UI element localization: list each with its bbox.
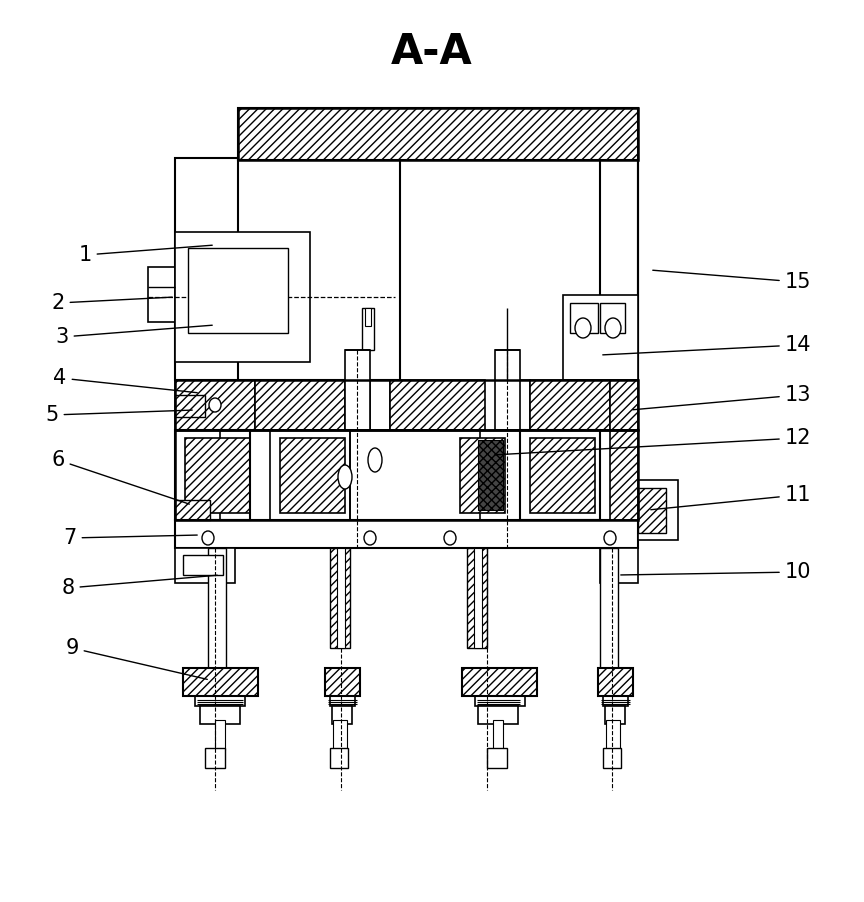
Bar	[200, 706, 240, 724]
Bar	[598, 668, 633, 696]
Text: 7: 7	[63, 528, 197, 548]
Bar	[530, 438, 595, 513]
Bar	[365, 308, 371, 326]
Bar	[183, 668, 258, 696]
Bar	[175, 430, 250, 520]
Ellipse shape	[605, 318, 621, 338]
Bar	[238, 108, 638, 160]
Bar	[238, 108, 638, 160]
Bar	[520, 430, 600, 520]
Bar	[205, 748, 225, 768]
Text: 13: 13	[632, 385, 811, 410]
Ellipse shape	[444, 531, 456, 545]
Text: 9: 9	[66, 638, 207, 679]
Bar	[600, 303, 625, 333]
Bar	[337, 548, 345, 648]
Bar	[638, 480, 678, 540]
Bar	[478, 706, 518, 724]
Bar	[175, 380, 638, 430]
Text: 15: 15	[653, 271, 811, 292]
Text: 10: 10	[620, 562, 811, 582]
Bar	[175, 232, 310, 362]
Bar	[215, 720, 225, 750]
Bar	[493, 720, 503, 750]
Bar	[185, 438, 250, 513]
Bar	[175, 380, 255, 430]
Bar	[332, 706, 352, 724]
Bar	[175, 430, 220, 520]
Ellipse shape	[338, 465, 352, 489]
Bar	[603, 748, 621, 768]
Bar	[462, 668, 537, 696]
Bar	[460, 438, 505, 513]
Bar	[183, 555, 223, 575]
Bar	[195, 696, 245, 706]
Text: 3: 3	[55, 326, 213, 347]
Bar	[330, 696, 355, 706]
Bar	[325, 668, 360, 696]
Bar	[183, 668, 258, 696]
Bar	[510, 380, 530, 430]
Ellipse shape	[368, 448, 382, 472]
Bar	[370, 380, 390, 430]
Ellipse shape	[364, 531, 376, 545]
Text: 5: 5	[46, 405, 192, 425]
Bar	[325, 668, 360, 696]
Bar	[330, 748, 348, 768]
Bar	[208, 548, 226, 668]
Text: 1: 1	[79, 245, 213, 265]
Bar	[345, 350, 370, 430]
Bar	[603, 696, 628, 706]
Bar	[175, 430, 638, 520]
Bar	[175, 395, 205, 417]
Bar	[270, 430, 350, 520]
Bar	[148, 267, 175, 322]
Text: 11: 11	[651, 485, 811, 510]
Bar	[474, 548, 482, 648]
Ellipse shape	[604, 531, 616, 545]
Bar	[606, 720, 620, 750]
Bar	[530, 380, 610, 430]
Ellipse shape	[575, 318, 591, 338]
Bar	[605, 706, 625, 724]
Text: 12: 12	[495, 428, 811, 455]
Bar	[362, 308, 374, 350]
Bar	[475, 696, 525, 706]
Text: A-A: A-A	[391, 31, 473, 73]
Bar	[188, 248, 288, 333]
Bar	[330, 548, 350, 648]
Bar	[487, 748, 507, 768]
Text: 4: 4	[54, 368, 197, 392]
Text: 2: 2	[51, 293, 172, 313]
Bar	[638, 488, 666, 533]
Bar	[600, 158, 638, 380]
Bar	[255, 380, 345, 430]
Bar	[563, 295, 638, 380]
Text: 14: 14	[603, 335, 811, 355]
Ellipse shape	[202, 531, 214, 545]
Ellipse shape	[209, 398, 221, 412]
Bar	[620, 430, 638, 520]
Bar	[495, 350, 520, 430]
Bar	[350, 430, 480, 520]
Bar	[610, 380, 638, 430]
Bar	[570, 303, 598, 333]
Bar	[600, 548, 618, 668]
Text: 6: 6	[51, 450, 189, 504]
Bar	[600, 548, 638, 583]
Bar	[610, 430, 638, 520]
Bar	[478, 440, 503, 510]
Text: 8: 8	[61, 575, 217, 598]
Bar	[598, 668, 633, 696]
Bar	[390, 380, 485, 430]
Bar	[467, 548, 487, 648]
Bar	[175, 500, 210, 520]
Bar	[280, 438, 345, 513]
Bar	[462, 668, 537, 696]
Bar	[333, 720, 347, 750]
Bar	[175, 158, 400, 380]
Bar	[175, 548, 235, 583]
Bar	[175, 520, 638, 548]
